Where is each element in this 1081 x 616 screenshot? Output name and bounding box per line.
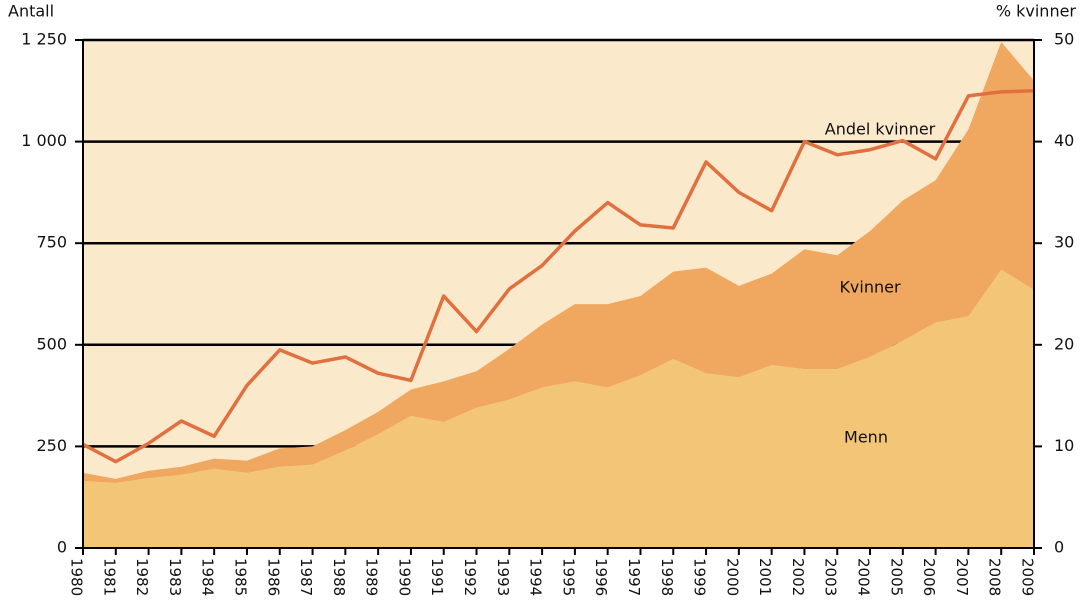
y-axis-label: Antall	[8, 2, 54, 21]
y2-tick-label: 40	[1054, 131, 1074, 150]
y-tick-label: 250	[36, 436, 67, 455]
series-label: Menn	[844, 428, 888, 447]
x-tick-label: 1996	[592, 558, 610, 596]
x-tick-label: 2006	[920, 558, 938, 596]
line	[82, 89, 1035, 464]
x-tick-label: 1994	[527, 558, 545, 596]
x-tick-label: 1985	[231, 558, 249, 596]
series-label: Kvinner	[839, 278, 901, 297]
y2-tick-label: 50	[1054, 30, 1074, 49]
x-tick-label: 1999	[691, 558, 709, 596]
x-tick-label: 2007	[953, 558, 971, 596]
x-tick-label: 2002	[789, 558, 807, 596]
series-label: Andel kvinner	[825, 120, 936, 139]
x-tick-label: 1992	[461, 558, 479, 596]
y-tick-label: 500	[36, 334, 67, 353]
x-tick-label: 1989	[363, 558, 381, 596]
area	[83, 269, 1034, 548]
y2-tick-label: 0	[1054, 538, 1064, 557]
x-tick-label: 1986	[264, 558, 282, 596]
x-tick-label: 1997	[625, 558, 643, 596]
area	[83, 42, 1034, 483]
x-tick-label: 2004	[855, 558, 873, 596]
x-tick-label: 2003	[822, 558, 840, 596]
y2-tick-label: 10	[1054, 436, 1074, 455]
y-tick-label: 1 000	[21, 131, 67, 150]
x-tick-label: 2001	[756, 558, 774, 596]
x-tick-label: 1987	[297, 558, 315, 596]
x-tick-label: 1988	[330, 558, 348, 596]
x-tick-label: 1998	[658, 558, 676, 596]
y-tick-label: 0	[57, 538, 67, 557]
x-tick-label: 1980	[68, 558, 86, 596]
x-tick-label: 1983	[166, 558, 184, 596]
x-tick-label: 1982	[133, 558, 151, 596]
y2-tick-label: 30	[1054, 233, 1074, 252]
x-tick-label: 2009	[1019, 558, 1037, 596]
y-tick-label: 1 250	[21, 30, 67, 49]
x-tick-label: 2008	[986, 558, 1004, 596]
x-tick-label: 1984	[199, 558, 217, 596]
x-tick-label: 1981	[100, 558, 118, 596]
y2-axis-label: % kvinner	[996, 2, 1077, 21]
x-tick-label: 2005	[887, 558, 905, 596]
x-tick-label: 1991	[428, 558, 446, 596]
x-tick-label: 1995	[559, 558, 577, 596]
x-tick-label: 1990	[395, 558, 413, 596]
x-tick-label: 1993	[494, 558, 512, 596]
y2-tick-label: 20	[1054, 334, 1074, 353]
x-tick-label: 2000	[723, 558, 741, 596]
y-tick-label: 750	[36, 233, 67, 252]
